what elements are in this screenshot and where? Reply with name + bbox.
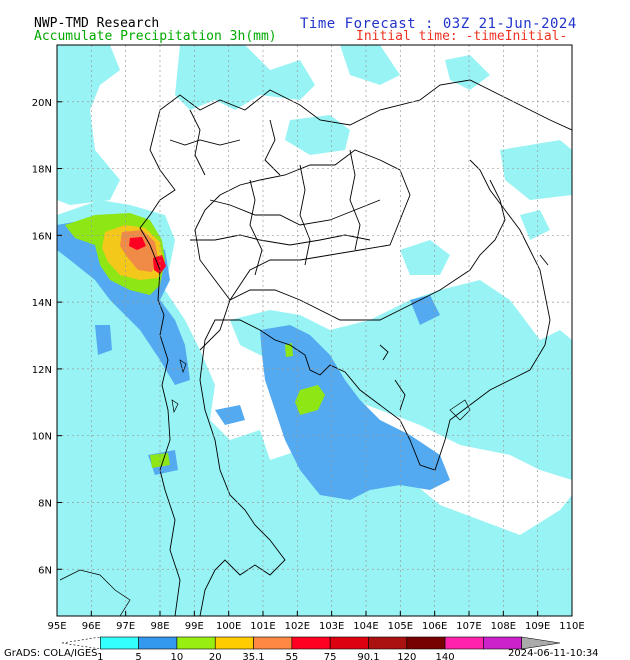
colorbar-swatch (521, 636, 561, 650)
colorbar-label: 10 (171, 652, 184, 660)
colorbar-swatch (138, 636, 178, 650)
colorbar-swatch (100, 636, 139, 650)
lon-label: 101E (250, 621, 275, 632)
lon-label: 108E (491, 621, 516, 632)
product-title: Accumulate Precipitation 3h(mm) (34, 29, 277, 44)
lat-label: 18N (32, 165, 52, 176)
colorbar-swatch (368, 636, 408, 650)
lon-label: 98E (150, 621, 169, 632)
lon-label: 96E (82, 621, 101, 632)
colorbar-label: 35.1 (242, 652, 264, 660)
colorbar-swatch (253, 636, 293, 650)
lat-label: 8N (38, 498, 52, 509)
colorbar-label: 140 (436, 652, 455, 660)
colorbar-label: 120 (397, 652, 416, 660)
forecast-time: Time Forecast : 03Z 21-Jun-2024 (300, 16, 577, 32)
lat-label: 20N (32, 98, 52, 109)
colorbar-swatch (329, 636, 369, 650)
colorbar-swatch (214, 636, 254, 650)
initial-time: Initial time: -timeInitial- (356, 29, 568, 44)
colorbar-label: 90.1 (357, 652, 379, 660)
colorbar: 1 5 10 20 35.1 55 75 90.1 120 140 (61, 636, 561, 660)
plot-frame (56, 44, 573, 617)
lon-label: 104E (353, 621, 378, 632)
lat-label: 12N (32, 365, 52, 376)
lon-label: 105E (388, 621, 413, 632)
precip-field (57, 45, 572, 616)
lon-label: 109E (525, 621, 550, 632)
lon-label: 97E (116, 621, 135, 632)
lat-tick-labels: 6N 8N 10N 12N 14N 16N 18N 20N (32, 98, 62, 576)
colorbar-label: 1 (97, 652, 103, 660)
colorbar-swatch (291, 636, 331, 650)
lat-label: 16N (32, 231, 52, 242)
lon-label: 102E (285, 621, 310, 632)
lat-label: 10N (32, 432, 52, 443)
colorbar-label: 5 (135, 652, 141, 660)
lon-label: 106E (422, 621, 447, 632)
lon-label: 107E (456, 621, 481, 632)
render-date: 2024-06-11-10:34 (508, 648, 599, 659)
colorbar-label: 20 (209, 652, 222, 660)
colorbar-label: 55 (285, 652, 298, 660)
lon-label: 110E (559, 621, 584, 632)
colorbar-swatch (176, 636, 216, 650)
lon-label: 100E (216, 621, 241, 632)
lon-tick-labels: 95E 96E 97E 98E 99E 100E 101E 102E 103E 104E 105E 1… (47, 611, 585, 632)
source-title: NWP-TMD Research (34, 16, 160, 31)
lat-label: 14N (32, 298, 52, 309)
grads-brand: GrADS: COLA/IGES (4, 648, 98, 659)
lon-label: 103E (319, 621, 344, 632)
lat-lon-grid (57, 45, 572, 616)
lon-label: 95E (47, 621, 66, 632)
lon-label: 99E (185, 621, 204, 632)
colorbar-swatch (444, 636, 484, 650)
colorbar-swatch (406, 636, 446, 650)
colorbar-label: 75 (324, 652, 337, 660)
lat-label: 6N (38, 565, 52, 576)
